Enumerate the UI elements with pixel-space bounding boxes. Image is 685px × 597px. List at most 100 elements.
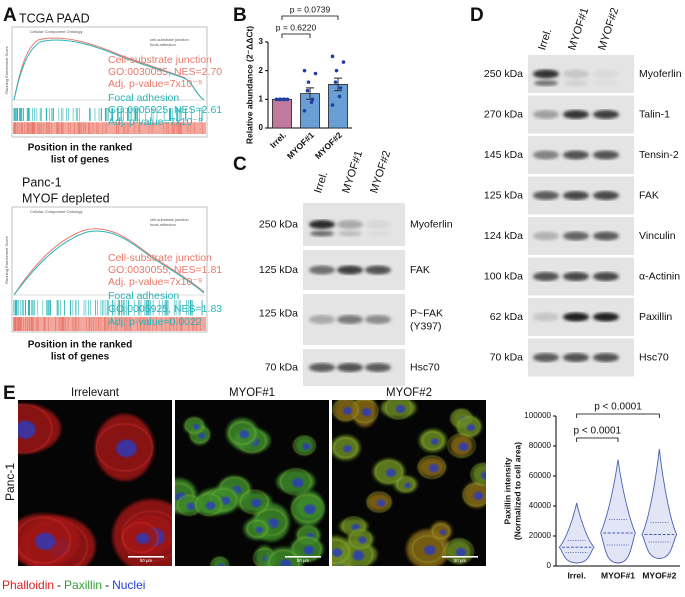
band: [309, 315, 335, 324]
enrichment-curve: [13, 228, 205, 296]
nucleus: [220, 496, 231, 505]
nucleus: [218, 563, 226, 566]
cell-edge: [280, 468, 312, 495]
data-point: [274, 97, 279, 102]
legend-entry: focal adhesion: [150, 222, 176, 227]
band: [309, 265, 335, 275]
annotation: GO:0030055, NES=2.70: [108, 66, 222, 78]
lane-label: MYOF#1: [340, 149, 365, 195]
scale-label: 50 µm: [140, 558, 153, 563]
scale-bar: [442, 556, 478, 558]
bar: [272, 98, 292, 129]
cell-edge: [96, 423, 153, 472]
nucleus: [205, 501, 216, 510]
annotation: Adj. p-value=7x10⁻⁹: [108, 78, 202, 90]
y-axis-label: Running Enrichment Score: [4, 235, 9, 284]
band: [563, 272, 589, 281]
lane-label: MYOF#2: [596, 6, 621, 52]
y-tick-label: 100000: [524, 411, 551, 420]
lane-label: MYOF#2: [368, 149, 393, 195]
band: [533, 353, 559, 362]
nucleus: [251, 498, 262, 508]
protein-label: Tensin-2: [639, 149, 679, 161]
nucleus: [424, 545, 436, 556]
protein-label: P~FAK: [410, 307, 443, 319]
size-label: 70 kDa: [490, 351, 523, 363]
enrichment-curve: [13, 230, 205, 296]
barcode: [13, 300, 206, 331]
scale-label: 50 µm: [297, 558, 310, 563]
data-point: [278, 97, 283, 102]
cell-edge: [122, 522, 159, 553]
cell-edge: [396, 476, 415, 492]
band: [337, 315, 363, 324]
cell-edge: [184, 417, 204, 434]
band: [593, 272, 619, 281]
band: [533, 272, 559, 281]
band: [563, 231, 589, 241]
nucleus: [395, 404, 406, 413]
band: [309, 363, 335, 372]
data-point: [302, 109, 307, 113]
nucleus: [352, 550, 365, 561]
cell-edge: [447, 433, 476, 458]
y-axis-label: (Normalized to cell area): [512, 442, 522, 540]
band: [563, 312, 589, 322]
scale-label: 50 µm: [454, 558, 467, 563]
scale-bar: [128, 556, 164, 558]
nucleus: [439, 529, 447, 535]
x-tick-label: MYOF#1: [601, 570, 635, 580]
size-label: 250 kDa: [484, 68, 523, 80]
nucleus: [332, 548, 343, 557]
panel-label: A: [3, 5, 17, 26]
separator: -: [105, 578, 109, 592]
nucleus: [255, 526, 263, 534]
band: [365, 315, 391, 324]
y-tick-label: 2: [259, 66, 264, 75]
size-label: 62 kDa: [490, 311, 523, 323]
cell-edge: [333, 437, 358, 458]
lane-label: MYOF#1: [566, 6, 591, 52]
annotation: Adj. p-value=0.0022: [108, 316, 202, 328]
separator: -: [57, 578, 61, 592]
scale-bar: [285, 556, 321, 558]
row-label: Panc-1: [3, 463, 17, 501]
protein-label: Hsc70: [410, 361, 440, 373]
data-point: [310, 97, 315, 102]
micrograph: [332, 400, 486, 566]
size-label: 125 kDa: [259, 307, 298, 319]
error-bar: [334, 77, 342, 92]
image-title: MYOF#1: [229, 387, 275, 399]
band: [563, 150, 589, 160]
protein-label: FAK: [410, 264, 430, 276]
barcode: [13, 108, 206, 134]
stain-name: Nuclei: [112, 578, 145, 592]
cell-edge: [421, 431, 444, 450]
cell-edge: [470, 463, 486, 486]
nucleus: [343, 406, 353, 415]
legend-entry: cell-substrate junction: [150, 37, 189, 42]
nucleus: [361, 407, 372, 417]
nucleus: [303, 504, 316, 515]
nucleus: [267, 518, 279, 529]
y-tick-label: 20000: [529, 531, 552, 540]
plot-subtitle: Cellular Component Ontology: [30, 29, 82, 34]
panel-label: D: [470, 5, 484, 26]
band: [594, 80, 618, 86]
band: [563, 69, 589, 79]
significance-bracket: [576, 413, 660, 418]
data-point: [313, 71, 318, 76]
nucleus: [303, 545, 315, 555]
panel-title: Panc-1: [22, 175, 62, 189]
y-axis-label: Relative abundance (2⁻ΔΔCt): [244, 26, 254, 144]
micrograph: [175, 400, 329, 566]
nucleus: [458, 442, 469, 451]
protein-label: α-Actinin: [639, 270, 680, 282]
data-point: [338, 86, 343, 90]
nucleus: [343, 445, 352, 453]
data-point: [341, 60, 346, 64]
cell-edge: [228, 421, 256, 445]
protein-label: Myoferlin: [639, 68, 682, 80]
data-point: [334, 68, 339, 73]
